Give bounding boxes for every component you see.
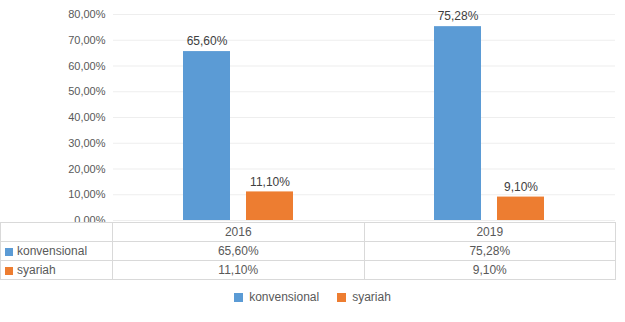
svg-text:50,00%: 50,00% [68, 85, 106, 97]
html-text:2019: 2019 [476, 225, 504, 239]
html-text:2016: 2016 [224, 225, 252, 239]
html-text:11,10%: 11,10% [218, 263, 259, 277]
html-text:65,60%: 65,60% [217, 244, 259, 258]
html-text:syariah: syariah [352, 290, 391, 304]
svg-text:0,00%: 0,00% [74, 214, 105, 222]
svg-text:10,00%: 10,00% [68, 188, 106, 200]
svg-text:40,00%: 40,00% [68, 111, 106, 123]
svg-text:60,00%: 60,00% [68, 60, 106, 72]
svg-text:70,00%: 70,00% [68, 34, 106, 46]
svg-text:20,00%: 20,00% [68, 163, 106, 175]
html-text:syariah: syariah [17, 263, 56, 277]
svg-text:30,00%: 30,00% [68, 137, 106, 149]
svg-text:65,60%: 65,60% [187, 34, 228, 48]
svg-text:75,28%: 75,28% [438, 9, 479, 23]
svg-text:11,10%: 11,10% [250, 175, 290, 189]
html-text:konvensional: konvensional [17, 244, 88, 258]
svg-text:80,00%: 80,00% [68, 8, 106, 20]
svg-text:9,10%: 9,10% [504, 180, 538, 194]
html-text:75,28%: 75,28% [469, 244, 511, 258]
html-text:9,10%: 9,10% [472, 263, 507, 277]
html-text:konvensional: konvensional [249, 290, 320, 304]
